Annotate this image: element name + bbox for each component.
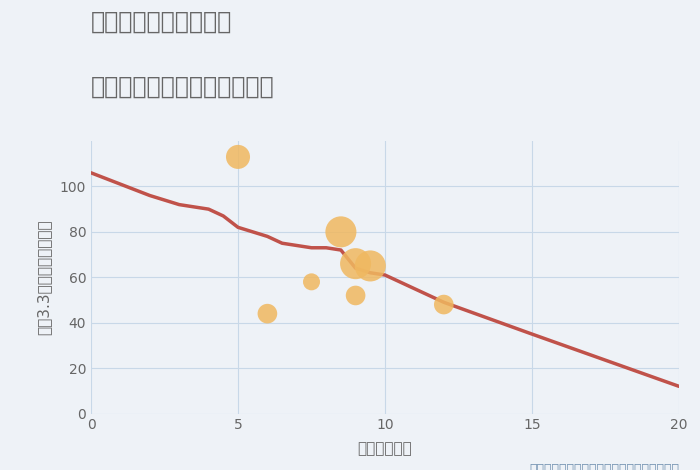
Point: [438, 301, 449, 308]
X-axis label: 駅距離（分）: 駅距離（分）: [358, 441, 412, 456]
Point: [350, 292, 361, 299]
Point: [365, 262, 376, 270]
Text: 駅距離別中古マンション価格: 駅距離別中古マンション価格: [91, 75, 274, 99]
Point: [262, 310, 273, 317]
Point: [306, 278, 317, 286]
Text: 福岡県太宰府市宰府の: 福岡県太宰府市宰府の: [91, 9, 232, 33]
Point: [350, 260, 361, 267]
Y-axis label: 坪（3.3㎡）単価（万円）: 坪（3.3㎡）単価（万円）: [36, 219, 51, 335]
Text: 円の大きさは、取引のあった物件面積を示す: 円の大きさは、取引のあった物件面積を示す: [529, 462, 679, 470]
Point: [335, 228, 346, 235]
Point: [232, 153, 244, 161]
